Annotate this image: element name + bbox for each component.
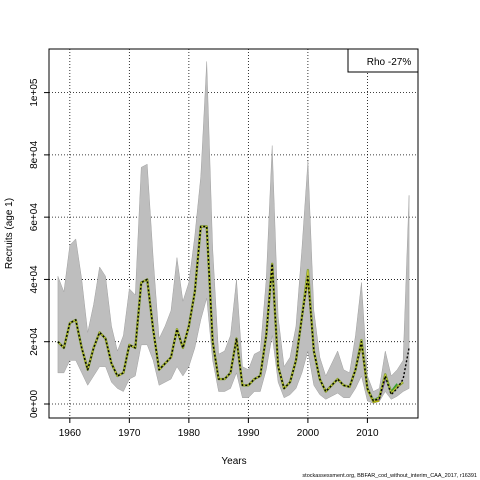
final-estimate-line <box>57 225 410 402</box>
y-tick-label: 1e+05 <box>29 78 40 107</box>
x-tick-label: 1990 <box>237 428 260 439</box>
y-tick-label: 6e+04 <box>29 203 40 232</box>
footer-credit: stockassessment.org, BBFAR_cod_without_i… <box>302 473 477 479</box>
legend-box: Rho -27% <box>347 48 419 73</box>
x-tick-label: 1980 <box>178 428 201 439</box>
series-lines <box>57 225 410 403</box>
legend-frame <box>347 48 419 73</box>
plot-frame <box>48 48 419 419</box>
y-tick-label: 8e+04 <box>29 140 40 169</box>
legend-text: Rho -27% <box>367 57 412 68</box>
y-tick-label: 4e+04 <box>29 265 40 294</box>
axes: 1960 1970 1980 1990 2000 2010 0e+00 2e+04 4e+04 6… <box>29 78 379 439</box>
y-axis-title: Recruits (age 1) <box>4 198 15 269</box>
x-tick-label: 1960 <box>59 428 82 439</box>
confidence-band-area <box>57 61 410 404</box>
x-tick-label: 1970 <box>118 428 141 439</box>
y-tick-label: 0e+00 <box>29 390 40 419</box>
peel-highlight-line <box>57 225 404 402</box>
x-axis-title: Years <box>221 456 246 467</box>
y-tick-label: 2e+04 <box>29 327 40 356</box>
x-tick-label: 2010 <box>356 428 379 439</box>
confidence-band <box>57 61 410 404</box>
x-tick-label: 2000 <box>297 428 320 439</box>
